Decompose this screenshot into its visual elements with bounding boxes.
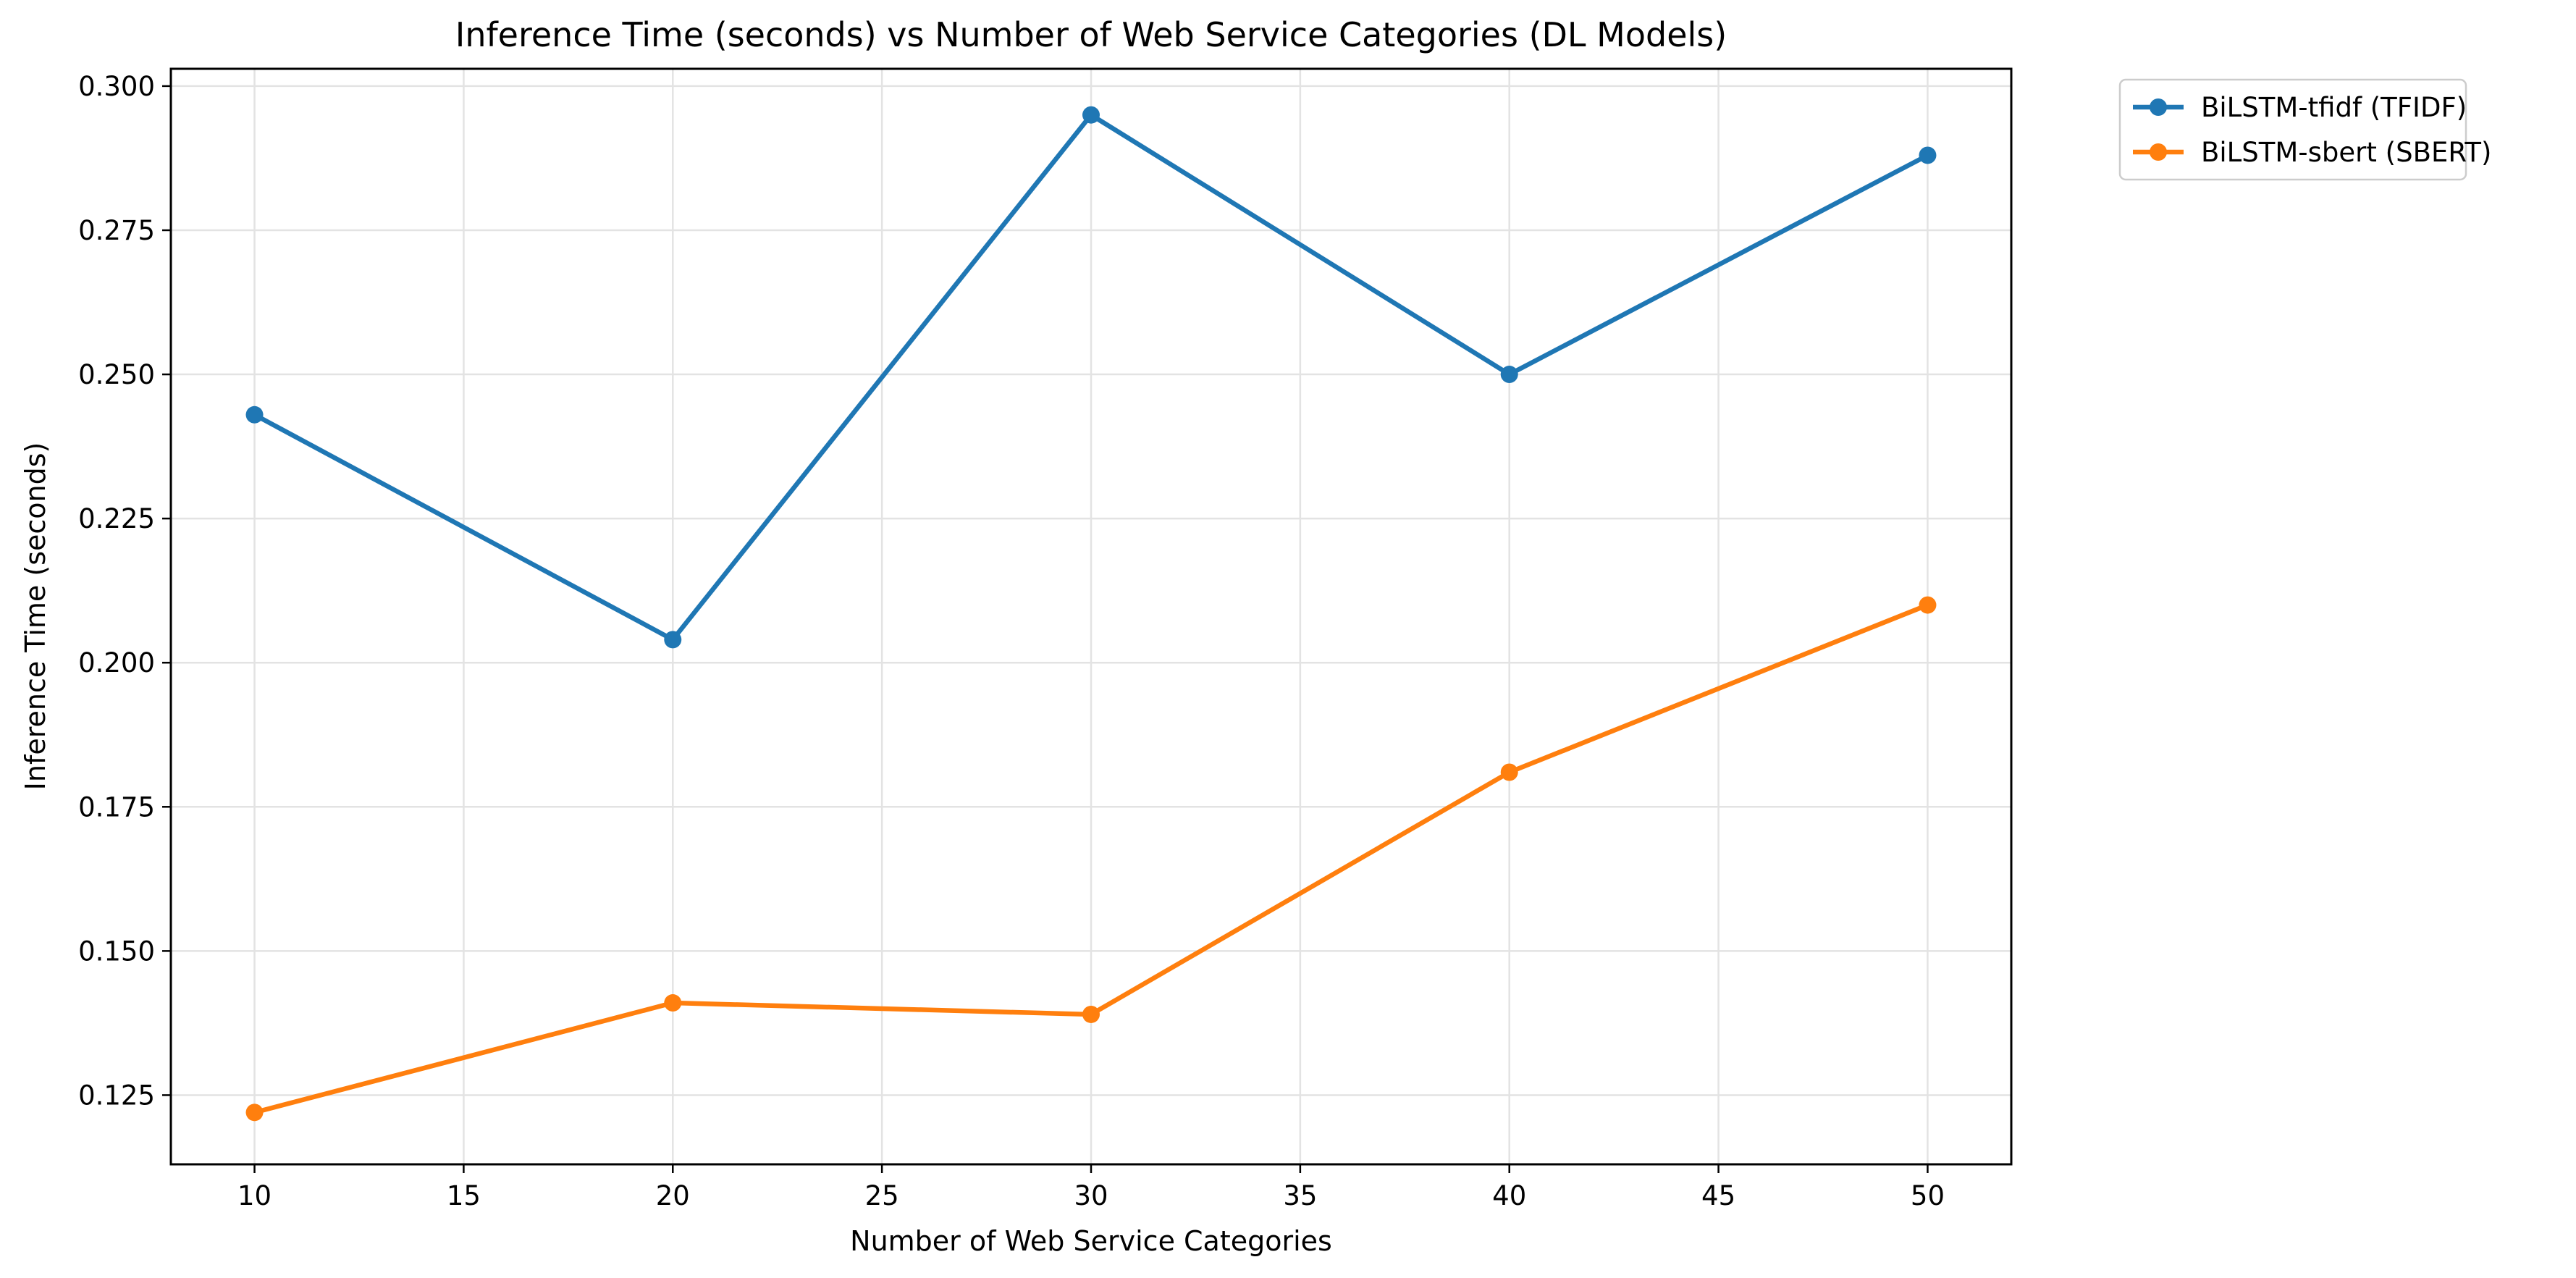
legend-entries: BiLSTM-tfidf (TFIDF) BiLSTM-sbert (SBERT) (2133, 92, 2491, 168)
data-point-series-1 (1500, 763, 1518, 781)
y-tick-label: 0.125 (78, 1080, 155, 1111)
y-tick-label: 0.175 (78, 791, 155, 823)
y-tick-label: 0.200 (78, 647, 155, 678)
y-tick-label: 0.275 (78, 215, 155, 246)
y-axis: 0.125 0.150 0.175 0.200 0.225 0.250 0.275 0.300 (78, 71, 171, 1111)
legend-label: BiLSTM-sbert (SBERT) (2201, 137, 2491, 168)
x-tick-label: 35 (1283, 1180, 1317, 1211)
x-tick-label: 10 (237, 1180, 272, 1211)
legend-marker (2150, 143, 2167, 161)
series-markers (245, 106, 1937, 1122)
x-tick-label: 25 (865, 1180, 899, 1211)
data-point-series-0 (1082, 106, 1100, 124)
x-tick-label: 30 (1074, 1180, 1108, 1211)
y-tick-label: 0.225 (78, 503, 155, 534)
x-tick-label: 45 (1701, 1180, 1735, 1211)
y-tick-label: 0.150 (78, 936, 155, 967)
legend-box (2118, 78, 2467, 181)
plot-area (169, 67, 2013, 1166)
y-tick-label: 0.300 (78, 71, 155, 102)
data-point-series-0 (664, 631, 682, 649)
x-axis: 10 15 20 25 30 35 40 45 50 (237, 1164, 1945, 1211)
x-tick-label: 15 (447, 1180, 481, 1211)
data-point-series-0 (1500, 366, 1518, 384)
y-tick-label: 0.250 (78, 359, 155, 390)
data-point-series-1 (245, 1103, 264, 1122)
x-tick-label: 20 (656, 1180, 690, 1211)
data-point-series-1 (1082, 1005, 1100, 1023)
legend-label: BiLSTM-tfidf (TFIDF) (2201, 92, 2467, 123)
legend-marker (2150, 98, 2167, 116)
legend: BiLSTM-tfidf (TFIDF) BiLSTM-sbert (SBERT) (2118, 78, 2491, 181)
data-point-series-1 (1919, 596, 1937, 614)
x-tick-label: 40 (1492, 1180, 1526, 1211)
x-tick-label: 50 (1911, 1180, 1945, 1211)
data-point-series-0 (245, 405, 264, 424)
grid (171, 69, 2011, 1164)
y-axis-label: Inference Time (seconds) (20, 442, 51, 791)
chart-title: Inference Time (seconds) vs Number of We… (455, 15, 1727, 54)
data-point-series-1 (664, 994, 682, 1012)
x-axis-label: Number of Web Service Categories (850, 1225, 1332, 1257)
data-point-series-0 (1919, 146, 1937, 164)
